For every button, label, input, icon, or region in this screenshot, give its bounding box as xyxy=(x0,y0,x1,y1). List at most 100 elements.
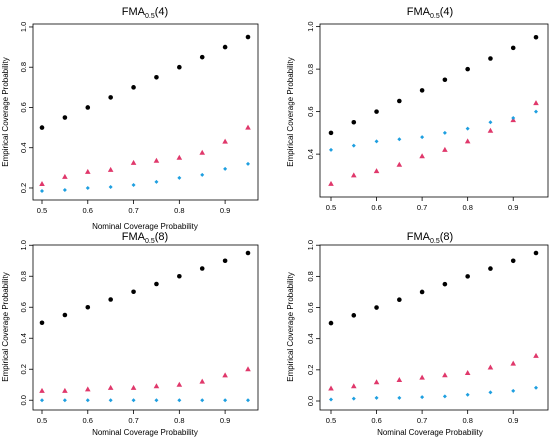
x-tick-label: 0.7 xyxy=(128,416,138,425)
y-tick-label: 0.4 xyxy=(19,333,28,343)
point-triangle xyxy=(176,154,183,160)
x-axis-label: Nominal Coverage Probability xyxy=(377,428,483,437)
x-tick-label: 0.7 xyxy=(417,416,427,425)
point-triangle xyxy=(464,138,471,144)
point-triangle xyxy=(533,352,539,358)
point-diamond xyxy=(351,143,356,148)
point-triangle xyxy=(39,180,45,186)
point-circle xyxy=(177,273,182,279)
point-triangle xyxy=(419,374,425,380)
y-tick-label: 0.6 xyxy=(19,102,28,112)
x-tick-label: 0.7 xyxy=(128,206,138,215)
y-tick-label: 0.2 xyxy=(19,183,28,193)
point-circle xyxy=(397,297,402,303)
point-diamond xyxy=(397,137,402,142)
point-triangle xyxy=(199,378,206,384)
point-circle xyxy=(154,74,159,80)
point-circle xyxy=(222,258,228,264)
x-tick-label: 0.9 xyxy=(220,206,230,215)
y-tick-label: 0.6 xyxy=(306,106,315,116)
point-circle xyxy=(533,250,539,256)
y-tick-label: 1.0 xyxy=(306,21,315,31)
point-diamond xyxy=(85,185,90,190)
point-triangle xyxy=(130,159,137,165)
point-triangle xyxy=(328,385,334,391)
x-tick-label: 0.8 xyxy=(174,416,184,425)
point-diamond xyxy=(246,398,250,403)
point-diamond xyxy=(108,398,113,403)
point-circle xyxy=(419,289,425,295)
point-circle xyxy=(328,130,334,136)
point-diamond xyxy=(108,184,113,189)
point-diamond xyxy=(223,398,228,403)
point-circle xyxy=(397,98,402,104)
point-diamond xyxy=(534,385,538,390)
point-triangle xyxy=(107,166,114,172)
point-diamond xyxy=(329,147,333,152)
point-diamond xyxy=(442,394,447,399)
y-tick-label: 0.8 xyxy=(306,64,315,74)
y-tick-label: 0.6 xyxy=(19,302,28,312)
point-triangle xyxy=(464,369,471,375)
point-circle xyxy=(39,320,45,326)
panel-top-right: FMA0.5(4) 0.5 0.6 0.7 0.8 0.9 0.4 0.6 0.8 1.0 E… xyxy=(286,6,549,212)
point-circle xyxy=(442,281,448,287)
point-diamond xyxy=(200,398,205,403)
point-diamond xyxy=(131,398,136,403)
y-tick-label: 0.6 xyxy=(306,302,315,312)
point-diamond xyxy=(177,175,182,180)
y-axis: 0.0 0.2 0.4 0.6 0.8 1.0 xyxy=(19,240,33,405)
point-triangle xyxy=(245,124,251,130)
point-triangle xyxy=(107,384,114,390)
point-triangle xyxy=(442,372,448,378)
point-diamond xyxy=(397,395,402,400)
point-diamond xyxy=(534,109,538,114)
x-axis: 0.5 0.6 0.7 0.8 0.9 xyxy=(37,200,230,215)
x-tick-label: 0.9 xyxy=(508,416,518,425)
point-circle xyxy=(245,250,251,256)
point-triangle xyxy=(533,100,539,106)
point-circle xyxy=(510,258,516,264)
point-triangle xyxy=(84,386,91,392)
point-triangle xyxy=(245,366,251,372)
point-triangle xyxy=(130,384,137,390)
point-triangle xyxy=(84,168,91,174)
point-triangle xyxy=(396,161,403,167)
point-circle xyxy=(62,115,68,120)
point-triangle xyxy=(153,157,160,163)
point-circle xyxy=(351,119,357,125)
point-circle xyxy=(154,281,159,287)
x-axis-label: Nominal Coverage Probability xyxy=(92,222,198,231)
y-tick-label: 0.4 xyxy=(306,149,315,159)
point-diamond xyxy=(40,398,44,403)
x-tick-label: 0.5 xyxy=(326,416,336,425)
point-diamond xyxy=(420,135,425,140)
y-tick-label: 1.0 xyxy=(19,240,28,250)
point-triangle xyxy=(62,387,68,393)
x-tick-label: 0.6 xyxy=(83,206,93,215)
point-circle xyxy=(85,105,91,110)
point-triangle xyxy=(350,383,357,389)
point-triangle xyxy=(373,168,380,174)
data-points xyxy=(39,34,251,193)
y-axis: 0.0 0.2 0.4 0.6 0.8 1.0 xyxy=(306,240,320,406)
point-diamond xyxy=(511,388,516,393)
point-diamond xyxy=(488,390,493,395)
point-circle xyxy=(108,297,113,302)
point-triangle xyxy=(510,360,517,366)
point-circle xyxy=(488,266,493,271)
y-tick-label: 0.2 xyxy=(306,365,315,375)
x-tick-label: 0.9 xyxy=(508,203,518,212)
panel-top-left: FMA0.5(4) 0.5 0.6 0.7 0.8 0.9 0.2 0.4 0.6 0.8 1.… xyxy=(1,6,259,231)
point-diamond xyxy=(351,396,356,401)
point-circle xyxy=(131,289,136,295)
y-axis-label: Empirical Coverage Probability xyxy=(1,272,10,381)
point-circle xyxy=(39,125,45,130)
point-diamond xyxy=(511,116,516,120)
point-diamond xyxy=(465,392,470,397)
point-diamond xyxy=(40,188,44,193)
x-axis: 0.5 0.6 0.7 0.8 0.9 xyxy=(37,410,230,425)
point-circle xyxy=(245,34,251,40)
point-triangle xyxy=(39,387,45,393)
